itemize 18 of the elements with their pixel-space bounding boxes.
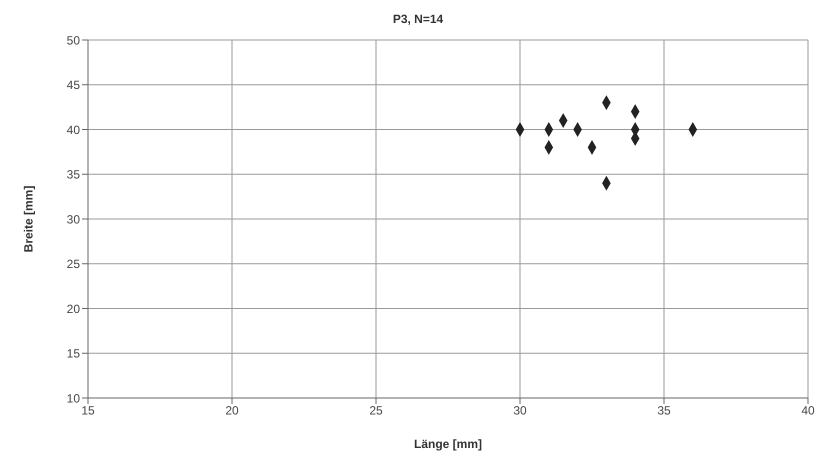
x-tick-label: 20 — [225, 404, 239, 418]
x-tick-label: 35 — [657, 404, 671, 418]
x-tick-label: 25 — [369, 404, 383, 418]
y-tick-label: 15 — [66, 346, 80, 361]
x-axis-title: Länge [mm] — [414, 437, 482, 451]
x-tick-label: 40 — [801, 404, 815, 418]
y-tick-label: 25 — [66, 257, 80, 272]
y-tick-label: 10 — [66, 391, 80, 406]
y-tick-label: 30 — [66, 212, 80, 226]
x-tick-label: 30 — [513, 404, 527, 418]
y-tick-label: 20 — [66, 302, 80, 316]
y-tick-label: 40 — [66, 122, 80, 137]
x-tick-label: 15 — [81, 404, 95, 418]
chart-title: P3, N=14 — [392, 11, 444, 28]
y-tick-label: 50 — [66, 33, 80, 48]
y-tick-label: 45 — [66, 78, 80, 92]
y-tick-label: 35 — [66, 168, 80, 182]
y-axis-title: Breite [mm] — [21, 186, 36, 252]
